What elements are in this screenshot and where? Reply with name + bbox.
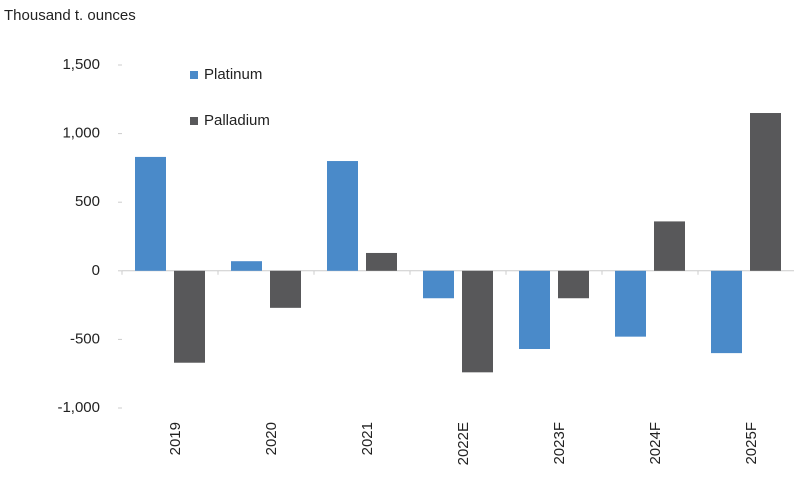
legend-label: Palladium <box>204 112 270 129</box>
y-tick-label: 0 <box>92 262 100 279</box>
legend-label: Platinum <box>204 66 262 83</box>
bar <box>654 221 685 271</box>
y-tick-label: -500 <box>70 330 100 347</box>
bar <box>462 270 493 373</box>
x-tick-label: 2024F <box>647 422 664 465</box>
bar <box>711 270 742 354</box>
bar <box>327 161 358 271</box>
y-tick-label: 1,500 <box>62 56 100 73</box>
bar <box>423 270 454 299</box>
y-tick-label: 500 <box>75 193 100 210</box>
bar <box>270 270 301 308</box>
bar <box>750 113 781 271</box>
y-tick-label: 1,000 <box>62 125 100 142</box>
x-tick-label: 2020 <box>263 422 280 455</box>
legend-swatch <box>190 117 198 125</box>
bar <box>615 270 646 337</box>
bar <box>558 270 589 299</box>
x-tick-label: 2023F <box>551 422 568 465</box>
bar <box>519 270 550 350</box>
y-axis-label: Thousand t. ounces <box>4 7 136 24</box>
bar <box>231 261 262 271</box>
legend-swatch <box>190 71 198 79</box>
x-tick-label: 2019 <box>167 422 184 455</box>
x-tick-label: 2025F <box>743 422 760 465</box>
bar <box>174 270 205 363</box>
y-tick-label: -1,000 <box>57 399 100 416</box>
x-tick-label: 2022E <box>455 422 472 465</box>
x-tick-label: 2021 <box>359 422 376 455</box>
bar <box>135 156 166 271</box>
bar <box>366 252 397 271</box>
